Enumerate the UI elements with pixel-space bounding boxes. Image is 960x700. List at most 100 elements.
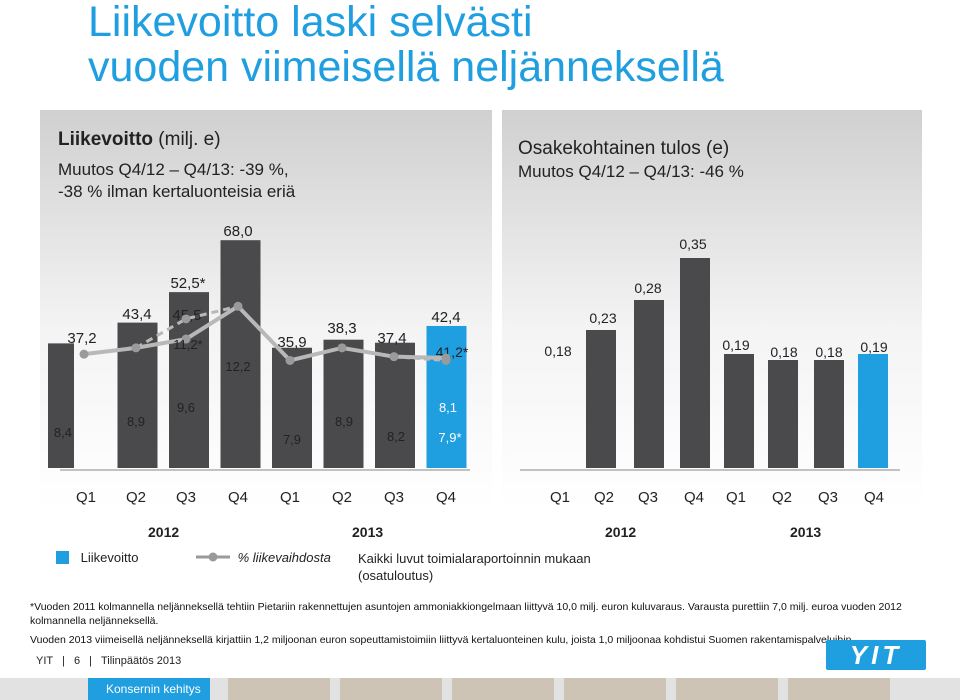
- left-panel-heading: Liikevoitto (milj. e): [58, 130, 221, 150]
- tab-2[interactable]: [228, 678, 330, 700]
- yit-logo-text: YIT: [849, 640, 903, 670]
- pct-label-7: 8,1: [439, 400, 457, 415]
- right-cat-label-0: Q1: [550, 489, 570, 506]
- bar-label-3: 68,0: [223, 223, 252, 240]
- pct-point-5: [337, 343, 347, 353]
- legend-bar-label: Liikevoitto: [80, 550, 139, 565]
- eps-bar-4: [724, 354, 754, 468]
- footer-doc: Tilinpäätös 2013: [100, 655, 182, 667]
- eps-bar-3: [680, 258, 710, 468]
- eps-bar-6: [814, 360, 844, 468]
- eps-label-2: 0,28: [634, 280, 661, 296]
- right-panel-sub1: Muutos Q4/12 – Q4/13: -46 %: [518, 162, 744, 181]
- left-cat-label-1: Q2: [126, 489, 146, 506]
- legend-bar: Liikevoitto: [56, 550, 138, 565]
- footer: YIT | 6 | Tilinpäätös 2013: [36, 655, 190, 667]
- eps-label-7: 0,19: [860, 339, 887, 355]
- right-panel-background: [502, 110, 922, 510]
- bar-q4-2012: [220, 240, 261, 468]
- left-panel-background: [40, 110, 492, 510]
- pct-line: [83, 303, 447, 363]
- right-cat-label-2: Q3: [638, 489, 658, 506]
- pct-point-4: [285, 355, 295, 365]
- pct-adjusted-label-q4-2013: 7,9*: [438, 430, 461, 445]
- pct-label-0: 8,4: [54, 425, 72, 440]
- right-panel-heading: Osakekohtainen tulos (e): [518, 138, 730, 159]
- bar-adjusted-label-q3-2012: 52,5*: [170, 275, 205, 292]
- pct-point-adjusted-q4-2013: [441, 355, 451, 365]
- pct-label-2: 9,6: [177, 400, 195, 415]
- tab-6[interactable]: [676, 678, 778, 700]
- bar-label-0: 37,2: [67, 330, 96, 347]
- eps-bar-1: [586, 330, 616, 468]
- right-cat-label-1: Q2: [594, 489, 614, 506]
- pct-point-6: [389, 352, 399, 362]
- bar-q1-2012: [48, 343, 74, 468]
- eps-bar-5: [768, 360, 798, 468]
- pct-point-1: [131, 343, 141, 353]
- legend-note-line1: Kaikki luvut toimialaraportoinnin mukaan: [358, 551, 591, 566]
- right-cat-label-4: Q1: [726, 489, 746, 506]
- left-heading-unit: (milj. e): [158, 129, 221, 150]
- right-cat-label-3: Q4: [684, 489, 704, 506]
- pct-point-3: [233, 301, 243, 311]
- right-year-2012: 2012: [605, 524, 637, 540]
- bar-label-6: 37,4: [377, 330, 406, 347]
- pct-label-5: 8,9: [335, 414, 353, 429]
- eps-label-0: 0,18: [544, 343, 571, 359]
- legend-line-label: % liikevaihdosta: [237, 550, 331, 565]
- left-cat-label-6: Q3: [384, 489, 404, 506]
- legend-bar-swatch: [56, 551, 69, 564]
- tab-3[interactable]: [340, 678, 442, 700]
- legend-line-swatch: [196, 552, 230, 562]
- pct-label-6: 8,2: [387, 429, 405, 444]
- left-year-2013: 2013: [352, 524, 384, 540]
- eps-label-6: 0,18: [815, 344, 842, 360]
- left-cat-label-4: Q1: [280, 489, 300, 506]
- bar-label-5: 38,3: [327, 320, 356, 337]
- right-cat-label-7: Q4: [864, 489, 884, 506]
- bar-label-7: 42,4: [431, 309, 460, 326]
- right-cat-label-5: Q2: [772, 489, 792, 506]
- pct-adjusted-label-q3-2012: 11,2*: [173, 337, 202, 352]
- left-cat-label-3: Q4: [228, 489, 248, 506]
- eps-label-5: 0,18: [770, 344, 797, 360]
- pct-label-4: 7,9: [283, 432, 301, 447]
- left-panel-sub2: -38 % ilman kertaluonteisia eriä: [58, 182, 296, 201]
- pct-point-adjusted-q3-2012: [181, 314, 191, 324]
- bar-q4-2013: [426, 325, 467, 468]
- footnote-2: Vuoden 2013 viimeisellä neljänneksellä k…: [30, 634, 855, 646]
- tab-konsernin-kehitys[interactable]: Konsernin kehitys: [88, 678, 210, 700]
- right-year-2013: 2013: [790, 524, 822, 540]
- left-cat-label-2: Q3: [176, 489, 196, 506]
- tab-7[interactable]: [788, 678, 890, 700]
- page-title-line1: Liikevoitto laski selvästi: [88, 0, 533, 46]
- left-panel-sub1: Muutos Q4/12 – Q4/13: -39 %,: [58, 160, 289, 179]
- page-title-line2: vuoden viimeisellä neljänneksellä: [88, 43, 724, 91]
- left-heading-bold: Liikevoitto: [58, 129, 154, 150]
- pct-point-2: [181, 334, 191, 344]
- footnote-1: *Vuoden 2011 kolmannella neljänneksellä …: [30, 601, 902, 627]
- eps-label-1: 0,23: [589, 310, 616, 326]
- bar-q3-2013: [375, 342, 415, 468]
- eps-label-4: 0,19: [722, 337, 749, 353]
- footer-page-number: 6: [73, 655, 81, 667]
- eps-label-3: 0,35: [679, 236, 706, 252]
- left-cat-label-0: Q1: [76, 489, 96, 506]
- left-cat-label-5: Q2: [332, 489, 352, 506]
- pct-label-3: 12,2: [225, 359, 250, 374]
- bar-q2-2013: [323, 339, 364, 468]
- legend-line: % liikevaihdosta: [196, 550, 331, 565]
- tab-5[interactable]: [564, 678, 666, 700]
- eps-bar-2: [634, 300, 664, 468]
- bar-label-1: 43,4: [122, 306, 151, 323]
- footer-company: YIT: [36, 655, 54, 667]
- legend-note: Kaikki luvut toimialaraportoinnin mukaan…: [358, 550, 591, 584]
- tab-4[interactable]: [452, 678, 554, 700]
- eps-bar-7: [858, 354, 888, 468]
- bar-q1-2013: [272, 347, 312, 468]
- pct-label-1: 8,9: [127, 414, 145, 429]
- yit-logo: YIT: [826, 640, 926, 670]
- right-cat-label-6: Q3: [818, 489, 838, 506]
